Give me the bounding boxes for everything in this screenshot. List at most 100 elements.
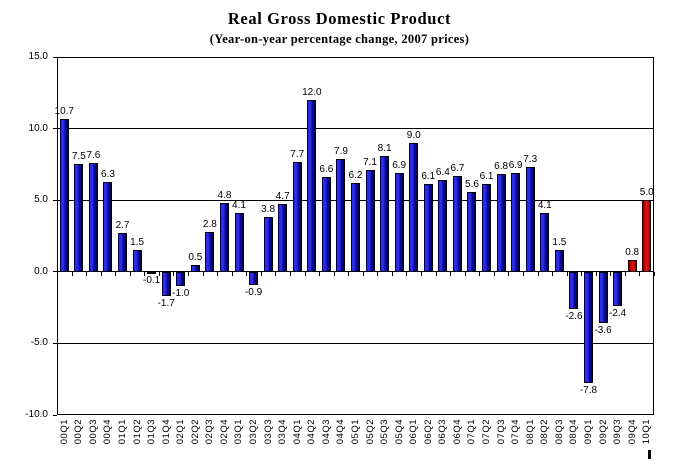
bar-06Q1	[409, 142, 419, 272]
x-axis-label-00Q1: 00Q1	[57, 419, 72, 463]
bar-06Q4	[452, 175, 462, 272]
bar-value-label: 6.9	[392, 159, 407, 171]
category-tick-mark	[71, 271, 73, 276]
x-axis-label-text: 07Q1	[466, 419, 478, 445]
x-axis-label-10Q1: 10Q1	[639, 419, 654, 463]
x-axis-label-06Q1: 06Q1	[406, 419, 421, 463]
bar-value-label: 2.8	[202, 218, 217, 230]
x-axis-label-text: 03Q2	[248, 419, 260, 445]
x-axis-label-text: 07Q3	[495, 419, 507, 445]
category-tick-mark	[319, 271, 321, 276]
bar-value-label: -0.9	[244, 286, 263, 298]
bar-05Q2	[365, 170, 375, 272]
bar-01Q2	[132, 250, 142, 272]
bar-08Q2	[540, 213, 550, 272]
x-axis-label-08Q4: 08Q4	[567, 419, 582, 463]
bar-value-label: -2.4	[608, 308, 627, 320]
bar-03Q4	[278, 204, 288, 272]
bar-00Q1	[59, 118, 69, 272]
category-tick-mark	[158, 271, 160, 276]
x-axis-label-text: 03Q3	[262, 419, 274, 445]
bar-02Q1	[176, 271, 186, 287]
bar-value-label: 2.7	[115, 220, 130, 232]
bar-01Q4	[161, 271, 171, 297]
gridline--5	[57, 342, 654, 344]
bar-04Q1	[292, 161, 302, 272]
category-tick-mark	[246, 271, 248, 276]
x-axis-label-08Q1: 08Q1	[523, 419, 538, 463]
x-axis-label-00Q4: 00Q4	[101, 419, 116, 463]
bar-value-label: 6.3	[101, 168, 115, 180]
x-axis-label-03Q3: 03Q3	[261, 419, 276, 463]
x-axis-label-02Q4: 02Q4	[217, 419, 232, 463]
x-axis-label-01Q1: 01Q1	[115, 419, 130, 463]
x-axis-label-07Q2: 07Q2	[479, 419, 494, 463]
bar-value-label: -1.7	[157, 298, 175, 310]
x-axis-label-04Q2: 04Q2	[305, 419, 320, 463]
bar-07Q4	[511, 172, 521, 272]
x-axis-label-text: 08Q3	[553, 419, 565, 445]
category-tick-mark	[304, 271, 306, 276]
bar-value-label: -7.8	[579, 385, 598, 397]
x-axis-label-text: 04Q2	[306, 419, 318, 445]
bar-07Q2	[482, 184, 492, 272]
x-axis-label-text: 08Q4	[568, 419, 580, 445]
category-tick-mark	[217, 271, 219, 276]
y-axis-tick-mark	[53, 271, 57, 273]
x-axis-label-05Q1: 05Q1	[348, 419, 363, 463]
bar-00Q3	[88, 162, 98, 272]
x-axis-label-text: 09Q1	[582, 419, 594, 445]
bar-02Q4	[219, 203, 229, 272]
bar-03Q3	[263, 217, 273, 272]
chart-subtitle: (Year-on-year percentage change, 2007 pr…	[209, 32, 470, 46]
category-tick-mark	[57, 271, 58, 276]
x-axis-label-02Q2: 02Q2	[188, 419, 203, 463]
x-axis-label-text: 08Q2	[539, 419, 551, 445]
bar-value-label: 3.8	[261, 204, 276, 216]
category-tick-mark	[173, 271, 175, 276]
x-axis-label-text: 06Q2	[422, 419, 434, 445]
bar-07Q1	[467, 191, 477, 272]
x-axis-label-text: 01Q2	[131, 419, 143, 445]
category-tick-mark	[639, 271, 641, 276]
category-tick-mark	[144, 271, 146, 276]
bar-value-label: 7.3	[523, 154, 538, 166]
category-tick-mark	[566, 271, 568, 276]
category-tick-mark	[581, 271, 583, 276]
x-axis-label-03Q4: 03Q4	[275, 419, 290, 463]
x-axis-label-text: 10Q1	[641, 419, 653, 445]
bar-03Q1	[234, 213, 244, 272]
bar-value-label: 6.7	[450, 162, 465, 174]
x-axis-label-01Q3: 01Q3	[144, 419, 159, 463]
bar-08Q1	[525, 167, 535, 272]
x-axis-label-text: 02Q4	[218, 419, 230, 445]
x-axis-label-text: 00Q2	[73, 419, 85, 445]
chart-title: Real Gross Domestic Product	[227, 9, 452, 28]
x-axis-label-text: 05Q1	[349, 419, 361, 445]
category-tick-mark	[610, 271, 612, 276]
gridline-0	[57, 271, 654, 273]
y-axis-tick-mark	[53, 342, 57, 344]
bar-value-label: 9.0	[406, 129, 421, 141]
x-axis-label-01Q2: 01Q2	[130, 419, 145, 463]
x-axis-label-text: 01Q3	[146, 419, 158, 445]
bar-04Q4	[336, 158, 346, 272]
category-tick-mark	[421, 271, 423, 276]
bar-value-label: 6.1	[479, 171, 494, 183]
category-tick-mark	[333, 271, 335, 276]
category-tick-mark	[406, 271, 408, 276]
x-axis-label-07Q4: 07Q4	[508, 419, 523, 463]
x-axis-label-04Q4: 04Q4	[334, 419, 349, 463]
x-axis-label-text: 05Q2	[364, 419, 376, 445]
x-axis-label-02Q3: 02Q3	[203, 419, 218, 463]
category-tick-mark	[522, 271, 524, 276]
x-axis-label-04Q1: 04Q1	[290, 419, 305, 463]
bar-value-label: 4.8	[217, 190, 232, 202]
x-axis-label-text: 08Q1	[524, 419, 536, 445]
category-tick-mark	[479, 271, 481, 276]
category-tick-mark	[464, 271, 466, 276]
x-axis-label-09Q4: 09Q4	[625, 419, 640, 463]
bar-value-label: -0.1	[143, 275, 161, 287]
x-axis-label-09Q1: 09Q1	[581, 419, 596, 463]
bar-value-label: -3.6	[594, 325, 612, 337]
